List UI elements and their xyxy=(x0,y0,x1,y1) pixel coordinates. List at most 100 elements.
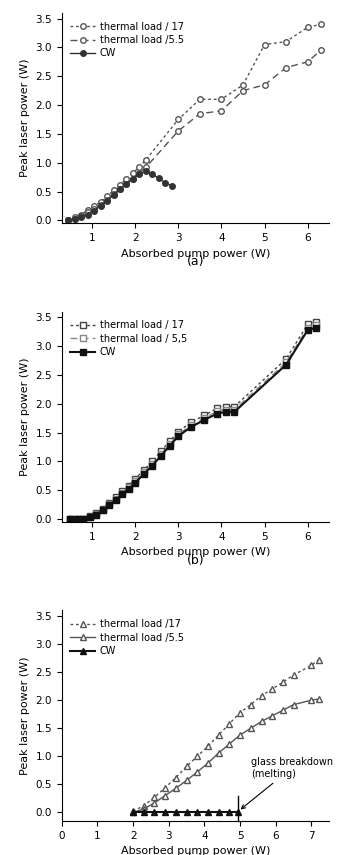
thermal load /17 xyxy=(206,741,210,752)
thermal load / 17 xyxy=(68,514,72,524)
thermal load / 5,5 xyxy=(68,514,72,524)
thermal load / 17 xyxy=(319,19,323,29)
thermal load / 5,5 xyxy=(306,322,310,333)
CW xyxy=(159,451,163,461)
thermal load / 5,5 xyxy=(284,357,288,368)
CW xyxy=(150,460,154,470)
CW xyxy=(314,322,318,333)
X-axis label: Absorbed pump power (W): Absorbed pump power (W) xyxy=(121,249,270,258)
CW xyxy=(176,431,180,441)
thermal load / 17 xyxy=(125,174,129,184)
thermal load / 17 xyxy=(176,427,180,437)
Line: thermal load /5.5: thermal load /5.5 xyxy=(130,696,322,816)
thermal load / 5,5 xyxy=(202,413,206,423)
thermal load /5.5 xyxy=(111,189,116,199)
CW xyxy=(88,512,92,522)
CW xyxy=(120,489,124,499)
thermal load /5.5 xyxy=(92,203,96,214)
thermal load / 5,5 xyxy=(142,468,146,478)
thermal load / 5,5 xyxy=(150,458,154,469)
Title: (b): (b) xyxy=(187,554,204,567)
thermal load / 17 xyxy=(127,481,131,491)
thermal load /5.5 xyxy=(131,174,135,184)
thermal load / 17 xyxy=(137,162,141,172)
Y-axis label: Peak laser power (W): Peak laser power (W) xyxy=(20,657,30,775)
Title: (a): (a) xyxy=(187,256,204,268)
CW xyxy=(185,807,189,817)
thermal load / 17 xyxy=(131,168,135,178)
thermal load / 5,5 xyxy=(224,404,228,415)
thermal load / 17 xyxy=(118,180,122,190)
thermal load / 17 xyxy=(284,354,288,364)
Line: thermal load / 17: thermal load / 17 xyxy=(66,21,323,223)
CW xyxy=(105,196,109,206)
Line: thermal load / 5,5: thermal load / 5,5 xyxy=(68,322,319,522)
CW xyxy=(217,807,221,817)
thermal load /17 xyxy=(174,772,178,782)
thermal load / 5,5 xyxy=(114,494,118,504)
CW xyxy=(81,514,85,524)
thermal load / 17 xyxy=(144,155,148,165)
thermal load /5.5 xyxy=(262,80,267,90)
CW xyxy=(73,214,77,224)
thermal load /5.5 xyxy=(185,775,189,786)
CW xyxy=(66,215,70,226)
CW xyxy=(101,505,105,516)
thermal load /5.5 xyxy=(319,45,323,56)
thermal load /5.5 xyxy=(66,215,70,226)
thermal load / 17 xyxy=(232,402,236,412)
thermal load /17 xyxy=(217,730,221,740)
thermal load / 17 xyxy=(219,94,223,104)
CW xyxy=(215,409,219,419)
thermal load /5.5 xyxy=(131,807,135,817)
CW xyxy=(144,166,148,176)
thermal load /5.5 xyxy=(198,109,202,119)
thermal load /5.5 xyxy=(238,730,242,740)
thermal load / 17 xyxy=(306,319,310,329)
thermal load / 5,5 xyxy=(75,514,79,524)
CW xyxy=(131,807,135,817)
thermal load / 17 xyxy=(284,37,288,47)
thermal load / 5,5 xyxy=(94,509,98,519)
CW xyxy=(170,180,174,191)
thermal load /17 xyxy=(317,655,321,665)
thermal load / 17 xyxy=(176,115,180,125)
thermal load /5.5 xyxy=(309,695,314,705)
thermal load /5.5 xyxy=(163,790,167,800)
thermal load /5.5 xyxy=(241,86,245,96)
thermal load /5.5 xyxy=(317,694,321,705)
thermal load / 17 xyxy=(107,498,111,508)
thermal load /5.5 xyxy=(217,748,221,758)
thermal load /17 xyxy=(152,792,156,802)
thermal load /5.5 xyxy=(284,62,288,73)
CW xyxy=(133,478,137,488)
CW xyxy=(111,190,116,200)
X-axis label: Absorbed pump power (W): Absorbed pump power (W) xyxy=(121,846,270,855)
thermal load / 5,5 xyxy=(176,429,180,439)
thermal load / 5,5 xyxy=(232,404,236,415)
thermal load / 5,5 xyxy=(81,514,85,524)
Legend: thermal load / 17, thermal load /5.5, CW: thermal load / 17, thermal load /5.5, CW xyxy=(67,18,188,62)
thermal load / 17 xyxy=(105,191,109,201)
CW xyxy=(127,484,131,494)
thermal load /5.5 xyxy=(85,207,90,217)
thermal load / 5,5 xyxy=(133,476,137,486)
CW xyxy=(152,807,156,817)
thermal load /17 xyxy=(238,707,242,717)
thermal load / 17 xyxy=(241,80,245,90)
CW xyxy=(98,201,103,211)
CW xyxy=(94,510,98,520)
thermal load / 5,5 xyxy=(127,482,131,492)
Text: glass breakdown
(melting): glass breakdown (melting) xyxy=(241,758,333,809)
thermal load / 17 xyxy=(150,457,154,467)
thermal load / 5,5 xyxy=(101,504,105,515)
thermal load / 17 xyxy=(98,197,103,207)
thermal load /5.5 xyxy=(219,106,223,116)
thermal load /17 xyxy=(163,782,167,793)
CW xyxy=(202,415,206,425)
Legend: thermal load / 17, thermal load / 5,5, CW: thermal load / 17, thermal load / 5,5, C… xyxy=(67,316,191,361)
thermal load /17 xyxy=(309,660,314,670)
thermal load /5.5 xyxy=(125,179,129,189)
thermal load / 17 xyxy=(224,402,228,412)
Title: (c): (c) xyxy=(187,853,204,855)
